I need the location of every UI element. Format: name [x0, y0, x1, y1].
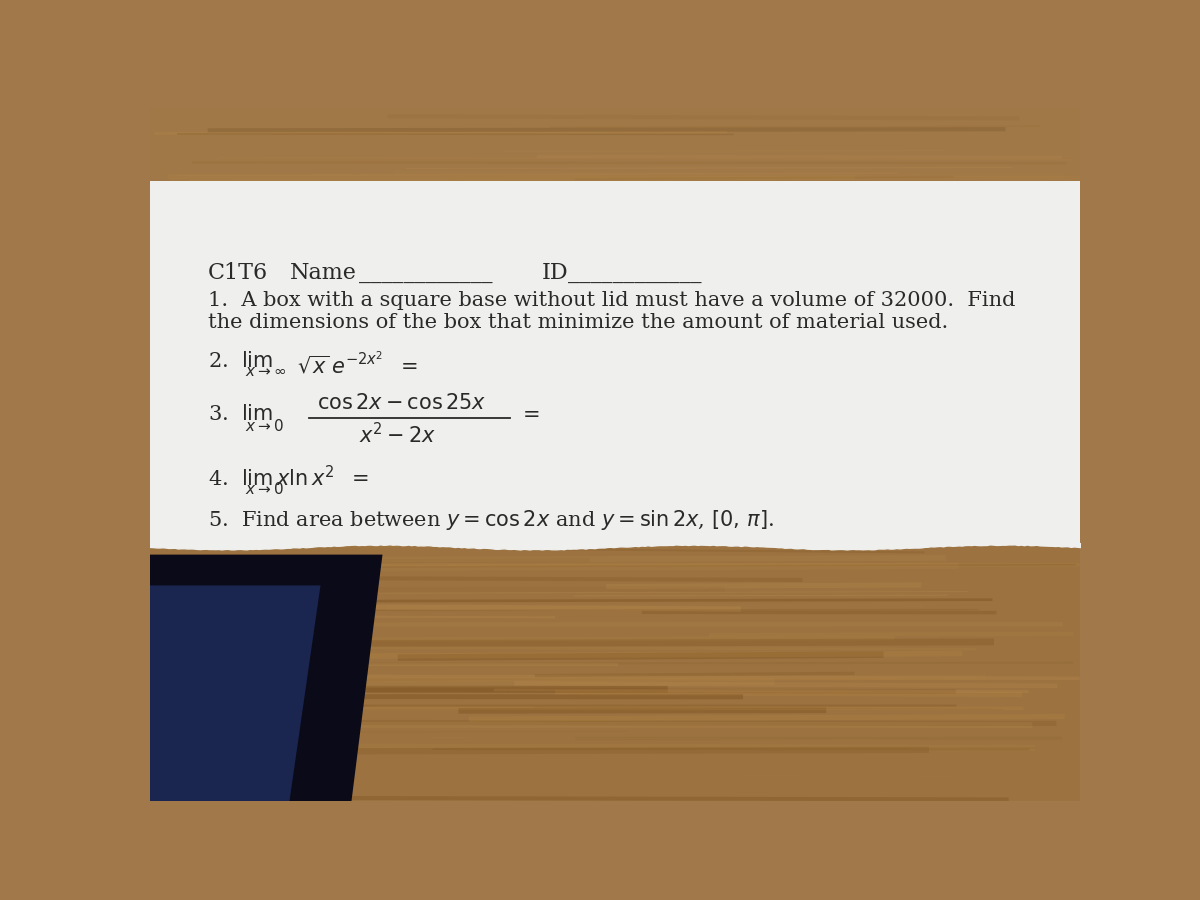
Text: 4.  $\lim\, x \ln x^2$  $=$: 4. $\lim\, x \ln x^2$ $=$: [208, 465, 370, 491]
Text: 1.  A box with a square base without lid must have a volume of 32000.  Find: 1. A box with a square base without lid …: [208, 292, 1015, 310]
Text: ____________: ____________: [569, 262, 702, 284]
Text: $\sqrt{x}\,e^{-2x^2}$  $=$: $\sqrt{x}\,e^{-2x^2}$ $=$: [298, 351, 419, 378]
Text: 3.  $\lim$: 3. $\lim$: [208, 404, 274, 424]
Text: C1T6: C1T6: [208, 262, 269, 284]
Text: 2.  $\lim$: 2. $\lim$: [208, 351, 274, 372]
Bar: [151, 184, 1081, 545]
Polygon shape: [150, 554, 383, 801]
Bar: [150, 181, 1080, 543]
Polygon shape: [150, 585, 320, 801]
Text: the dimensions of the box that minimize the amount of material used.: the dimensions of the box that minimize …: [208, 313, 948, 332]
Text: 5.  Find area between $y = \cos 2x$ and $y = \sin 2x$, $[0,\, \pi]$.: 5. Find area between $y = \cos 2x$ and $…: [208, 508, 774, 533]
Text: $=$: $=$: [518, 404, 540, 423]
Text: ID: ID: [541, 262, 568, 284]
Text: $x^2 - 2x$: $x^2 - 2x$: [359, 422, 437, 447]
Text: $x{\rightarrow}\infty$: $x{\rightarrow}\infty$: [245, 365, 287, 379]
Bar: [150, 516, 1080, 801]
Text: $x{\rightarrow}0$: $x{\rightarrow}0$: [245, 481, 284, 497]
Text: $\cos 2x - \cos 25x$: $\cos 2x - \cos 25x$: [317, 393, 486, 413]
Text: ____________: ____________: [359, 262, 493, 284]
Text: Name: Name: [289, 262, 356, 284]
Text: $x{\rightarrow}0$: $x{\rightarrow}0$: [245, 418, 284, 434]
